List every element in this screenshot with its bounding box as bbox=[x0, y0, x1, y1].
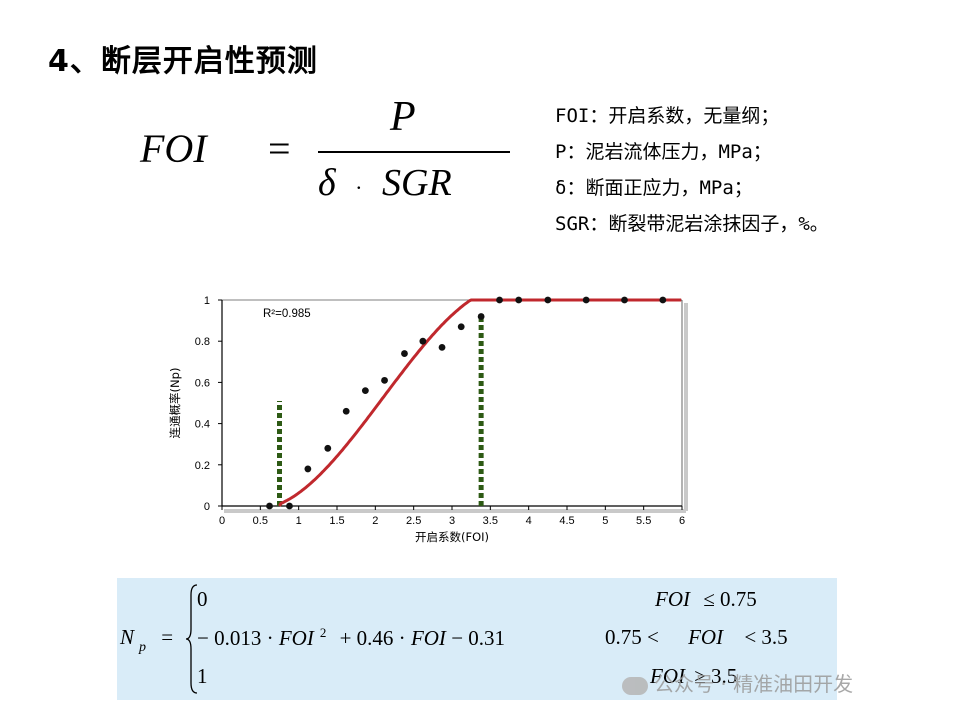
formula-denominator: δ · SGR bbox=[318, 161, 452, 205]
case2-right-bound: < 3.5 bbox=[744, 625, 788, 649]
data-point bbox=[477, 313, 485, 320]
fraction-bar bbox=[318, 151, 510, 153]
data-point bbox=[266, 502, 273, 510]
x-tick-label: 6 bbox=[679, 515, 685, 527]
data-point bbox=[324, 444, 332, 452]
formula-lhs: FOI bbox=[140, 126, 207, 171]
x-tick-label: 4.5 bbox=[559, 515, 574, 527]
np-subscript: p bbox=[139, 640, 147, 655]
denominator-dot: · bbox=[355, 175, 363, 200]
case1-foi: FOI bbox=[655, 587, 690, 611]
y-tick-label: 0.4 bbox=[195, 419, 210, 431]
formula-numerator: P bbox=[390, 94, 416, 140]
x-tick-label: 4 bbox=[526, 515, 532, 527]
data-point bbox=[361, 387, 369, 395]
data-point bbox=[286, 502, 293, 510]
case1-bound: ≤ 0.75 bbox=[703, 587, 757, 611]
data-point bbox=[401, 350, 408, 357]
data-point bbox=[438, 343, 446, 351]
data-point bbox=[515, 296, 523, 304]
data-point bbox=[342, 407, 350, 415]
x-tick-label: 0 bbox=[219, 515, 225, 527]
definition-delta: δ：断面正应力，MPa； bbox=[555, 177, 753, 199]
data-point bbox=[304, 465, 312, 473]
x-tick-label: 2.5 bbox=[406, 515, 421, 527]
data-point bbox=[419, 337, 427, 345]
x-tick-label: 2 bbox=[372, 515, 378, 527]
r-squared-annotation: R²=0.985 bbox=[263, 308, 311, 320]
page-title: 4、断层开启性预测 bbox=[48, 44, 318, 79]
case2-left-bound: 0.75 < bbox=[605, 625, 659, 649]
data-points bbox=[266, 296, 667, 510]
case1-value: 0 bbox=[197, 587, 208, 611]
definition-foi: FOI：开启系数，无量纲； bbox=[555, 105, 780, 127]
definition-sgr: SGR：断裂带泥岩涂抹因子，%。 bbox=[555, 213, 829, 235]
denominator-sgr: SGR bbox=[382, 162, 452, 204]
y-tick-label: 1 bbox=[204, 295, 210, 307]
x-tick-label: 3.5 bbox=[483, 515, 498, 527]
x-tick-labels: 0 0.5 1 1.5 2 2.5 3 3.5 4 4.5 5 5.5 6 bbox=[219, 506, 685, 527]
data-point bbox=[659, 296, 667, 304]
data-point bbox=[496, 296, 503, 304]
x-tick-label: 5 bbox=[602, 515, 608, 527]
definition-p: P：泥岩流体压力，MPa； bbox=[555, 141, 772, 163]
case2-cond-foi: FOI bbox=[688, 625, 724, 649]
formula-equals: = bbox=[268, 126, 291, 171]
y-axis-label: 连通概率(Np) bbox=[168, 368, 182, 439]
connectivity-probability-chart: 0 0.5 1 1.5 2 2.5 3 3.5 4 4.5 5 5.5 6 0 0.2 0.4 0.6 0.8 1… bbox=[168, 295, 688, 544]
x-axis-label: 开启系数(FOI) bbox=[415, 530, 489, 544]
y-tick-label: 0.8 bbox=[195, 336, 210, 348]
y-tick-label: 0.2 bbox=[195, 460, 210, 472]
x-tick-label: 1.5 bbox=[329, 515, 344, 527]
foi-formula: FOI = P δ · SGR bbox=[140, 94, 520, 215]
data-point bbox=[457, 323, 465, 331]
y-tick-label: 0 bbox=[204, 501, 210, 513]
definitions-list: FOI：开启系数，无量纲； P：泥岩流体压力，MPa； δ：断面正应力，MPa；… bbox=[555, 98, 829, 242]
case3-foi: FOI bbox=[650, 664, 685, 688]
data-point bbox=[621, 296, 628, 304]
x-tick-label: 1 bbox=[296, 515, 302, 527]
case2-condition: 0.75 < FOI < 3.5 bbox=[605, 625, 788, 650]
case2-mid: + 0.46 · bbox=[339, 626, 406, 650]
y-tick-label: 0.6 bbox=[195, 377, 210, 389]
case3-condition: FOI ≥ 3.5 bbox=[650, 664, 737, 689]
np-symbol: N bbox=[120, 625, 135, 649]
threshold-lines bbox=[277, 314, 484, 506]
case2-prefix: − 0.013 · bbox=[197, 626, 274, 650]
fit-curve bbox=[278, 298, 682, 507]
data-point bbox=[544, 296, 552, 304]
np-equals: = bbox=[161, 625, 174, 649]
data-point bbox=[582, 296, 590, 304]
x-tick-label: 3 bbox=[449, 515, 455, 527]
watermark: 公众号 · 精准油田开发 bbox=[622, 668, 853, 697]
data-point bbox=[381, 376, 388, 384]
piecewise-formula-box bbox=[117, 578, 837, 700]
case2-suffix: − 0.31 bbox=[451, 626, 506, 650]
denominator-delta: δ bbox=[318, 162, 336, 204]
case2-foi1: FOI bbox=[278, 626, 314, 650]
x-tick-label: 0.5 bbox=[253, 515, 268, 527]
watermark-text: 公众号 · 精准油田开发 bbox=[654, 672, 854, 696]
wechat-icon bbox=[622, 676, 648, 695]
case3-bound: ≥ 3.5 bbox=[694, 664, 738, 688]
y-tick-labels: 0 0.2 0.4 0.6 0.8 1 bbox=[195, 295, 222, 513]
case-brace bbox=[185, 584, 198, 694]
case2-value: − 0.013 · FOI 2 + 0.46 · FOI − 0.31 bbox=[197, 625, 505, 651]
x-tick-label: 5.5 bbox=[636, 515, 651, 527]
case2-foi2: FOI bbox=[410, 626, 446, 650]
case3-value: 1 bbox=[197, 664, 208, 688]
case1-condition: FOI ≤ 0.75 bbox=[655, 587, 757, 612]
case2-exponent: 2 bbox=[319, 625, 327, 640]
